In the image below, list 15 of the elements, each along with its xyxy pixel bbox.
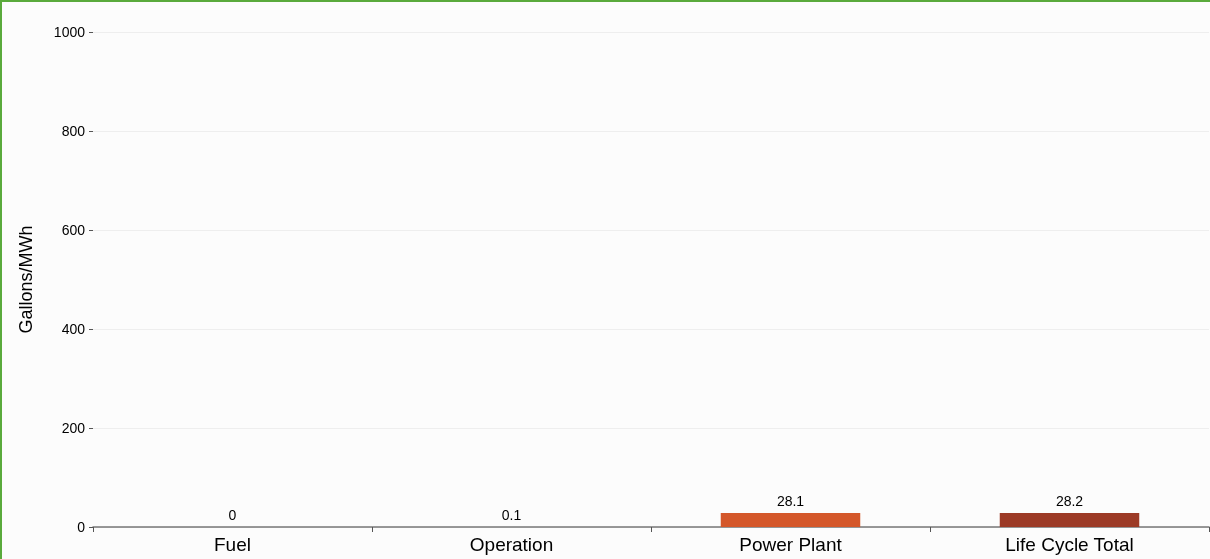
y-tick-label: 200 bbox=[61, 420, 86, 436]
y-tick-label: 1000 bbox=[53, 24, 86, 40]
data-label: 0 bbox=[228, 507, 237, 523]
x-tick-label: Life Cycle Total bbox=[1005, 534, 1134, 555]
y-tick-label: 0 bbox=[77, 519, 86, 535]
x-tick-label: Power Plant bbox=[739, 534, 843, 555]
data-label: 0.1 bbox=[501, 506, 522, 523]
x-tick-label: Operation bbox=[469, 534, 554, 555]
y-tick-label: 400 bbox=[61, 321, 86, 337]
x-tick-label: Fuel bbox=[214, 534, 251, 555]
y-tick-label: 800 bbox=[61, 123, 86, 139]
y-tick-label: 600 bbox=[61, 222, 86, 238]
y-axis-title: Gallons/MWh bbox=[16, 225, 36, 334]
data-label: 28.2 bbox=[1055, 493, 1084, 510]
data-label: 28.1 bbox=[776, 493, 805, 510]
